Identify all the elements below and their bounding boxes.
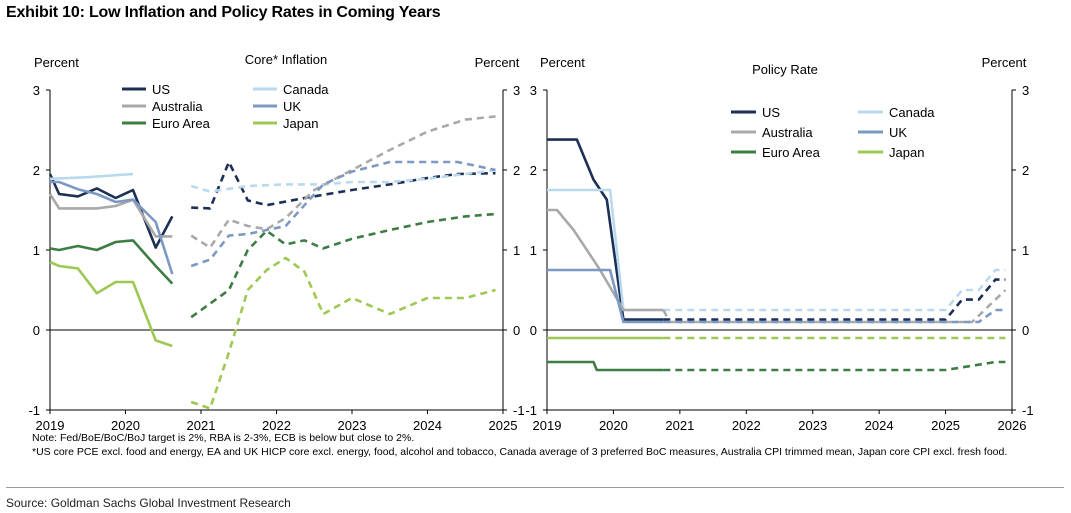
series-forecast-line-canada <box>190 168 496 193</box>
x-tick-label: 2022 <box>732 418 761 433</box>
legend-label-canada: Canada <box>283 82 329 97</box>
x-tick-label: 2021 <box>187 418 216 433</box>
x-tick-label: 2020 <box>111 418 140 433</box>
legend-label-japan: Japan <box>889 145 924 160</box>
y-tick-label-right: 0 <box>513 323 520 338</box>
series-line-australia <box>547 208 664 312</box>
series-line-canada <box>49 172 134 181</box>
legend-label-australia: Australia <box>152 99 203 114</box>
legend-label-uk: UK <box>283 99 301 114</box>
y-tick-label-right: -1 <box>1022 403 1034 418</box>
legend-label-euro-area: Euro Area <box>152 116 211 131</box>
legend-label-us: US <box>762 105 780 120</box>
y-tick-label-left: 1 <box>33 243 40 258</box>
series-line-japan <box>49 260 173 348</box>
y-axis-label-left: Percent <box>540 55 585 70</box>
x-tick-label: 2019 <box>533 418 562 433</box>
x-tick-label: 2026 <box>998 418 1027 433</box>
legend-label-australia: Australia <box>762 125 813 140</box>
series-line-us <box>48 173 174 249</box>
source-divider <box>6 487 1064 488</box>
y-tick-label-right: 2 <box>513 163 520 178</box>
series-line-euro-area <box>49 239 174 285</box>
series-forecast-line-us <box>191 160 496 210</box>
legend-label-euro-area: Euro Area <box>762 145 821 160</box>
y-tick-label-right: 3 <box>1022 83 1029 98</box>
chart-title: Policy Rate <box>752 62 818 77</box>
x-tick-label: 2023 <box>798 418 827 433</box>
core-inflation-chart: Core* Inflation Percent Percent 3 3 2 2 1 1 0 0 -1 -… <box>28 52 524 433</box>
y-tick-label-left: 2 <box>33 163 40 178</box>
series-forecast-line-euro-area <box>190 212 496 319</box>
x-tick-label: 2021 <box>665 418 694 433</box>
x-tick-label: 2023 <box>338 418 367 433</box>
chart-note: Note: Fed/BoE/BoC/BoJ target is 2%, RBA … <box>32 432 415 444</box>
y-tick-label-left: -1 <box>525 403 537 418</box>
chart-title: Core* Inflation <box>245 52 327 67</box>
chart-footnote: *US core PCE excl. food and energy, EA a… <box>32 446 1008 458</box>
series-forecast-line-australia <box>662 289 1007 324</box>
series-forecast-line-us <box>663 278 1006 321</box>
legend-label-us: US <box>152 82 170 97</box>
x-tick-label: 2024 <box>413 418 442 433</box>
series-line-uk <box>50 180 174 275</box>
legend-label-uk: UK <box>889 125 907 140</box>
x-tick-label: 2022 <box>262 418 291 433</box>
y-tick-label-left: 2 <box>530 163 537 178</box>
series-line-uk <box>547 268 664 324</box>
y-tick-label-left: 3 <box>33 83 40 98</box>
y-tick-label-right: 0 <box>1022 323 1029 338</box>
y-tick-label-right: 2 <box>1022 163 1029 178</box>
y-axis-label-left: Percent <box>34 55 79 70</box>
y-tick-label-left: 3 <box>530 83 537 98</box>
series-forecast-line-japan <box>190 256 496 410</box>
legend-label-japan: Japan <box>283 116 318 131</box>
y-axis-label-right: Percent <box>982 55 1027 70</box>
exhibit-title: Exhibit 10: Low Inflation and Policy Rat… <box>6 4 441 21</box>
series-forecast-line-canada <box>663 268 1006 312</box>
series-line-canada <box>547 188 664 312</box>
y-tick-label-left: 0 <box>530 323 537 338</box>
y-tick-label-right: 3 <box>513 83 520 98</box>
x-tick-label: 2025 <box>931 418 960 433</box>
series-forecast-line-uk <box>190 160 496 268</box>
series-line-australia <box>48 193 173 238</box>
x-tick-label: 2025 <box>489 418 518 433</box>
series-forecast-line-australia <box>190 115 496 249</box>
y-tick-label-left: -1 <box>28 403 40 418</box>
x-tick-label: 2019 <box>36 418 65 433</box>
series-forecast-line-uk <box>663 308 1006 324</box>
y-axis-label-right: Percent <box>475 55 520 70</box>
y-tick-label-right: 1 <box>513 243 520 258</box>
x-tick-label: 2024 <box>865 418 894 433</box>
series-line-euro-area <box>547 360 664 372</box>
y-tick-label-left: 0 <box>33 323 40 338</box>
y-tick-label-right: -1 <box>513 403 525 418</box>
series-line-us <box>547 138 664 321</box>
y-tick-label-right: 1 <box>1022 243 1029 258</box>
series-forecast-line-euro-area <box>663 360 1006 372</box>
x-tick-label: 2020 <box>599 418 628 433</box>
y-tick-label-left: 1 <box>530 243 537 258</box>
source-text: Source: Goldman Sachs Global Investment … <box>6 496 291 510</box>
legend-label-canada: Canada <box>889 105 935 120</box>
